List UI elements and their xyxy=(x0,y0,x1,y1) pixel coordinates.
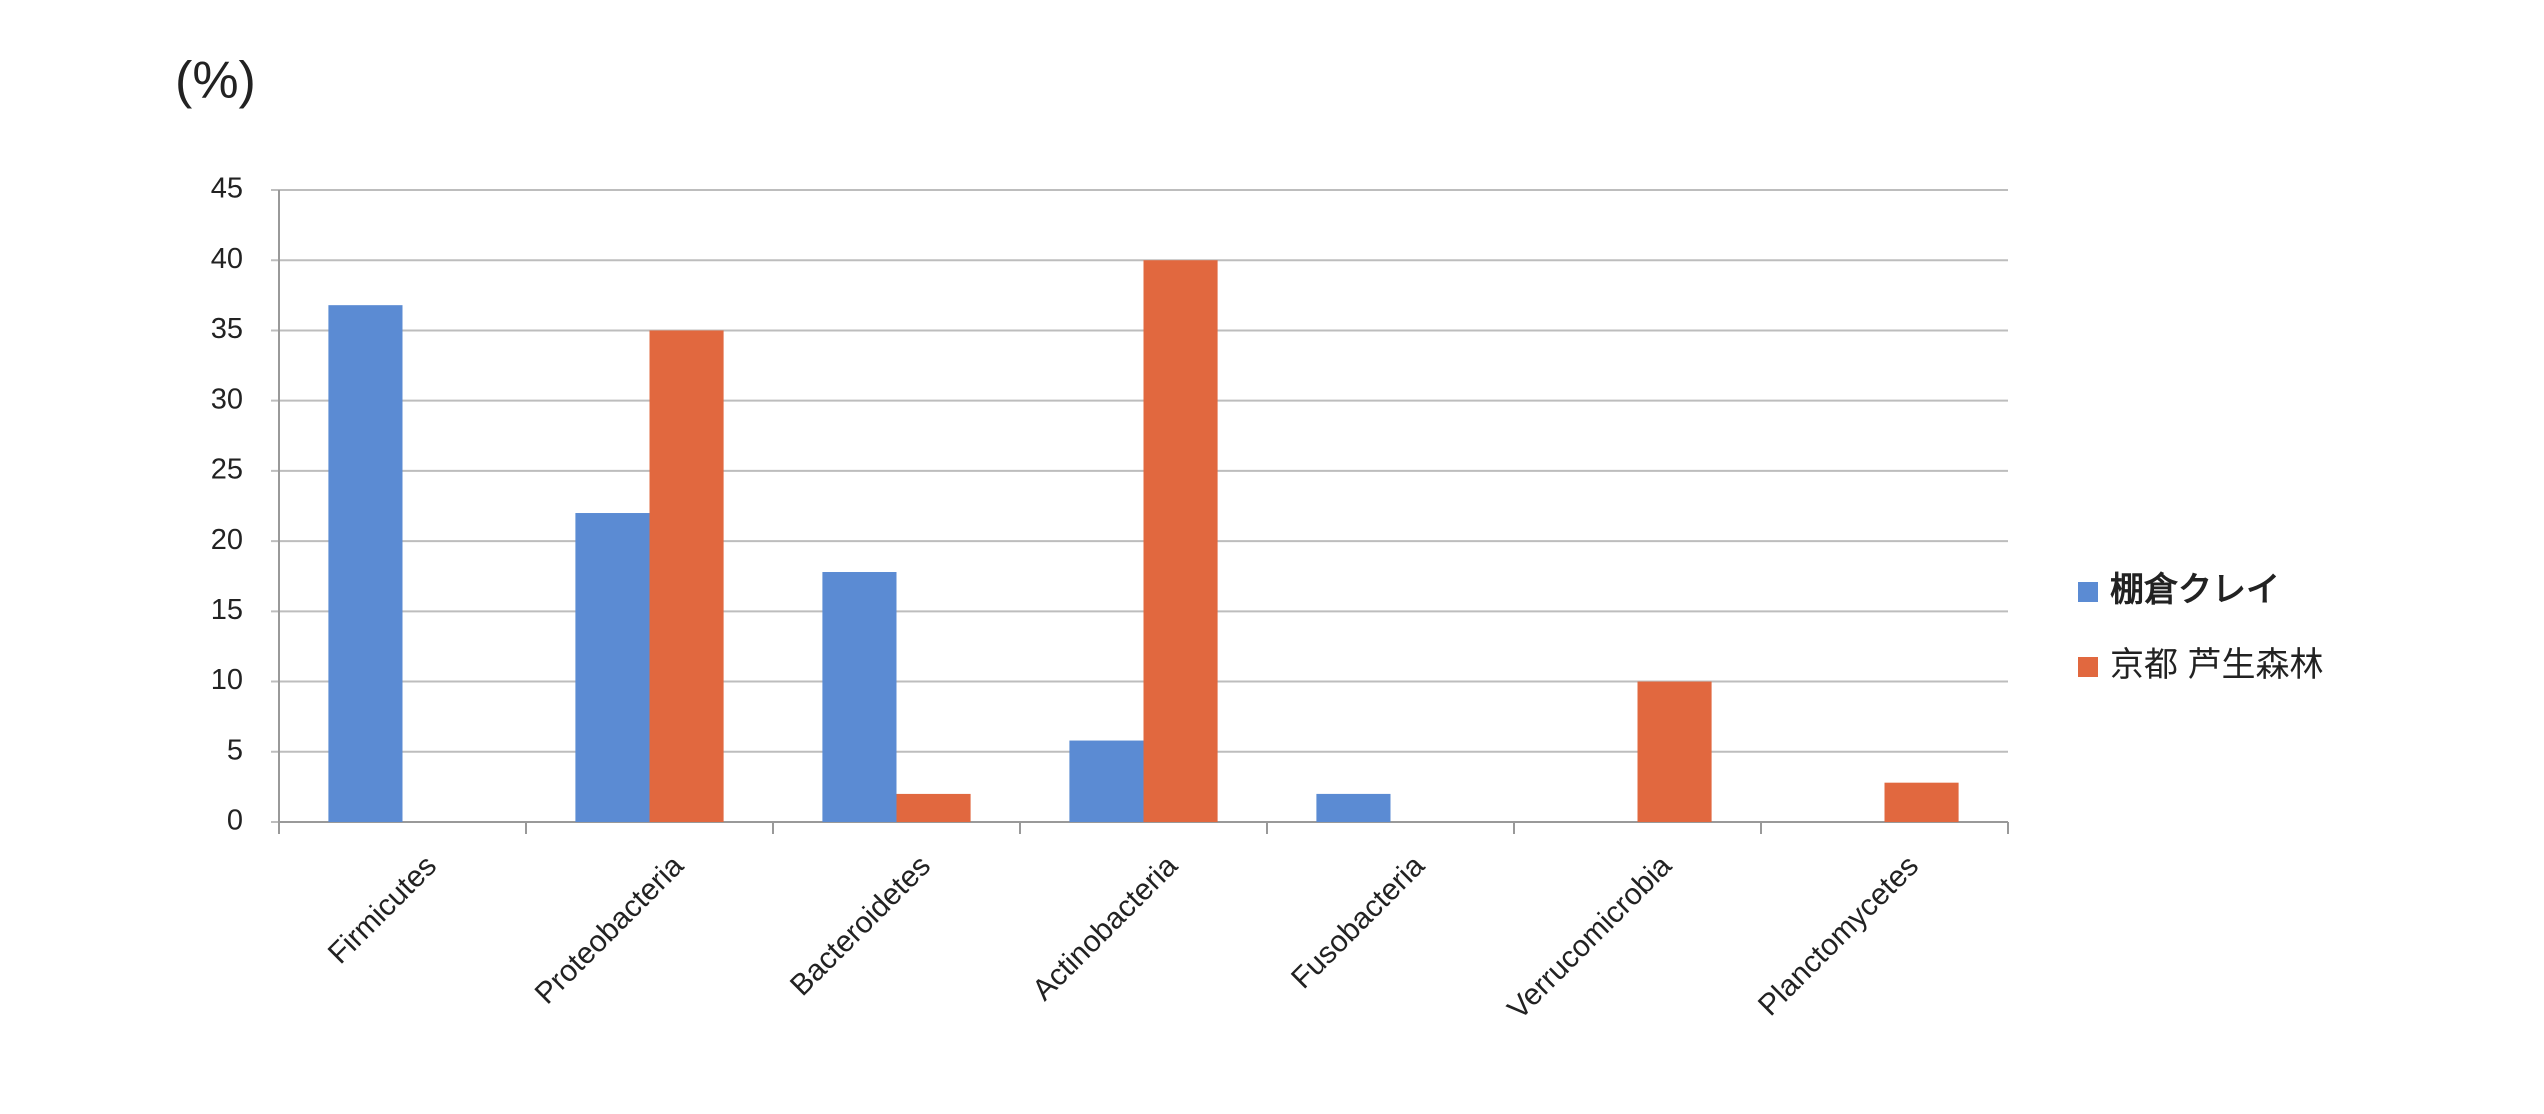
x-tick-label: Planctomycetes xyxy=(1752,849,1925,1022)
bar xyxy=(575,513,650,822)
y-axis-label: (%) xyxy=(175,52,256,110)
y-tick-label: 45 xyxy=(211,173,243,205)
bar xyxy=(1069,740,1144,822)
x-tick-label: Verrucomicrobia xyxy=(1501,849,1678,1026)
x-tick-label: Actinobacteria xyxy=(1026,849,1184,1007)
y-tick-label: 10 xyxy=(211,664,243,696)
legend-swatch xyxy=(2078,582,2098,602)
y-tick-label: 5 xyxy=(227,734,243,766)
legend-label: 京都 芦生森林 xyxy=(2110,646,2323,684)
y-tick-label: 15 xyxy=(211,594,243,626)
bar xyxy=(649,330,724,822)
legend-swatch xyxy=(2078,657,2098,677)
x-tick-label: Proteobacteria xyxy=(529,849,691,1011)
y-tick-label: 20 xyxy=(211,524,243,556)
x-tick-label: Firmicutes xyxy=(322,849,443,970)
y-tick-label: 40 xyxy=(211,243,243,275)
bar xyxy=(822,572,897,822)
x-tick-label: Bacteroidetes xyxy=(784,849,937,1002)
y-tick-label: 30 xyxy=(211,383,243,415)
legend-label: 棚倉クレイ xyxy=(2110,571,2280,609)
bar xyxy=(328,305,403,823)
bar xyxy=(1637,681,1712,822)
y-tick-label: 25 xyxy=(211,454,243,486)
bar xyxy=(1316,793,1391,822)
bar xyxy=(896,793,971,822)
y-tick-label: 35 xyxy=(211,313,243,345)
bar xyxy=(1143,260,1218,822)
x-tick-label: Fusobacteria xyxy=(1285,849,1431,995)
bar xyxy=(1884,782,1959,822)
y-tick-label: 0 xyxy=(227,805,243,837)
